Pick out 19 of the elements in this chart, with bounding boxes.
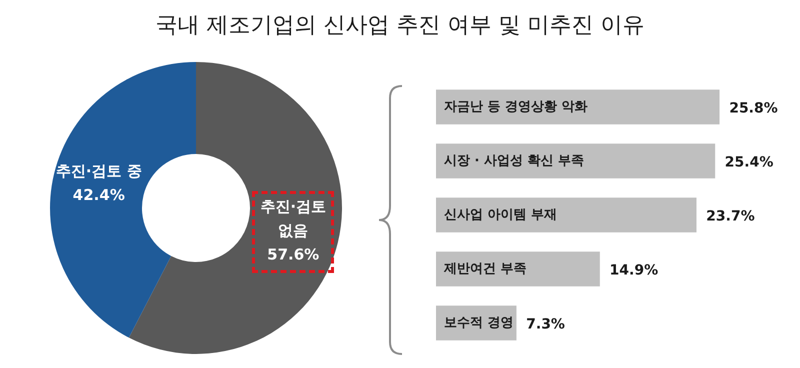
y-tick-label: 시장 · 사업성 확신 부족 bbox=[444, 153, 584, 168]
data-label: 23.7% bbox=[706, 208, 755, 225]
slice-label: 추진·검토 없음 bbox=[260, 198, 326, 240]
data-label: 25.4% bbox=[724, 154, 774, 171]
data-label: 25.8% bbox=[729, 100, 778, 117]
bar bbox=[436, 90, 720, 124]
data-label: 14.9% bbox=[610, 262, 658, 279]
y-tick-label: 신사업 아이템 부재 bbox=[444, 207, 558, 222]
y-tick-label: 제반여건 부족 bbox=[443, 261, 527, 276]
bar bbox=[436, 252, 600, 286]
bar bbox=[436, 144, 716, 178]
data-label: 7.3% bbox=[526, 316, 565, 333]
y-tick-label: 자금난 등 경영상황 악화 bbox=[444, 99, 588, 114]
y-tick-label: 보수적 경영 bbox=[444, 315, 514, 330]
data-label: 42.4% bbox=[72, 186, 125, 204]
slice-label: 추진·검토 중 bbox=[56, 162, 142, 180]
text: 국내 제조기업의 신사업 추진 여부 및 미추진 이유 bbox=[154, 12, 646, 40]
data-label: 57.6% bbox=[267, 246, 320, 264]
bar bbox=[436, 198, 696, 232]
